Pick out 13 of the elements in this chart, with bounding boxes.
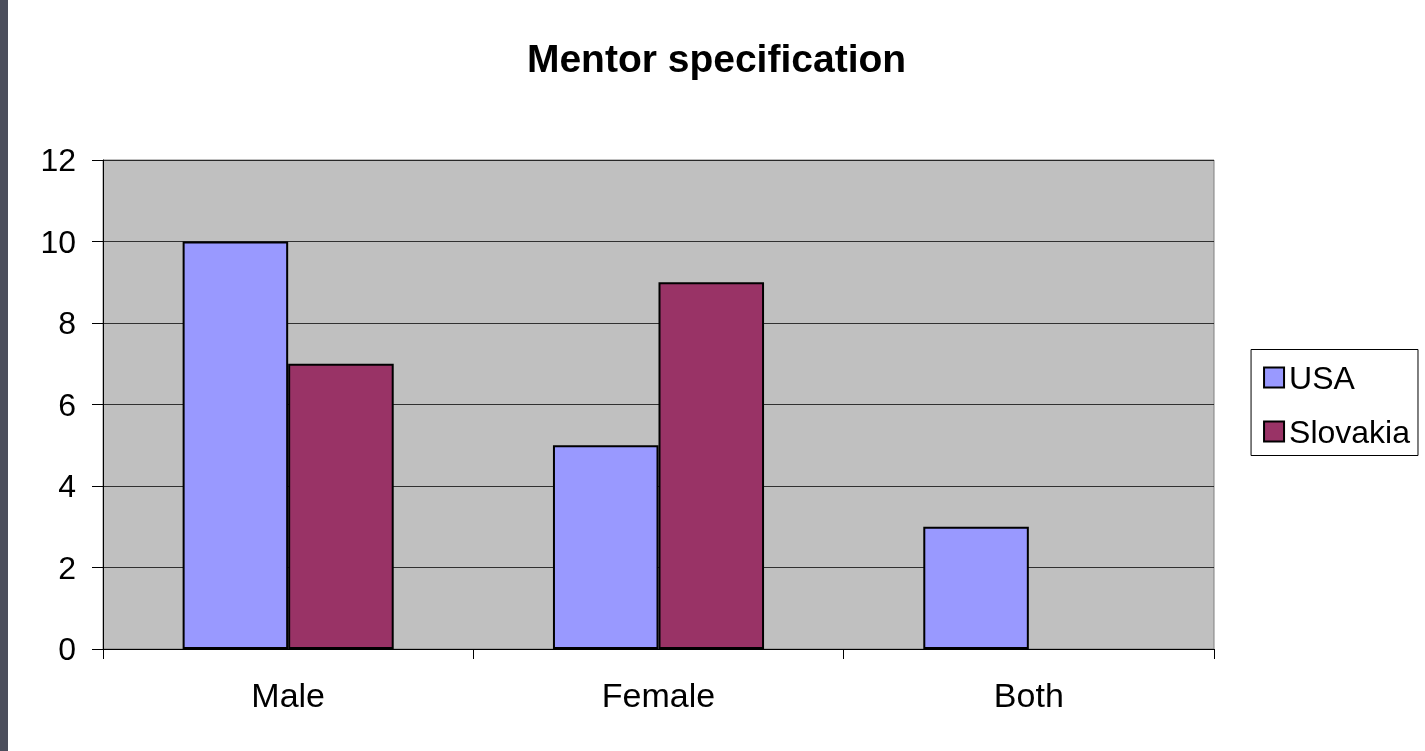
x-tick-label: Female — [601, 676, 716, 714]
x-tick-label: Male — [251, 676, 326, 714]
y-tick-label: 12 — [40, 142, 76, 178]
legend-label: Slovakia — [1289, 413, 1411, 450]
y-tick-label: 4 — [58, 468, 76, 504]
y-tick-label: 0 — [58, 631, 76, 667]
legend-label: USA — [1289, 359, 1356, 396]
y-tick-label: 2 — [58, 549, 76, 586]
chart-title: Mentor specification — [526, 37, 907, 80]
x-tick-label: Both — [993, 676, 1064, 714]
y-tick-label: 8 — [58, 305, 76, 341]
y-tick-label: 6 — [58, 386, 76, 423]
y-tick-label: 10 — [40, 223, 76, 260]
